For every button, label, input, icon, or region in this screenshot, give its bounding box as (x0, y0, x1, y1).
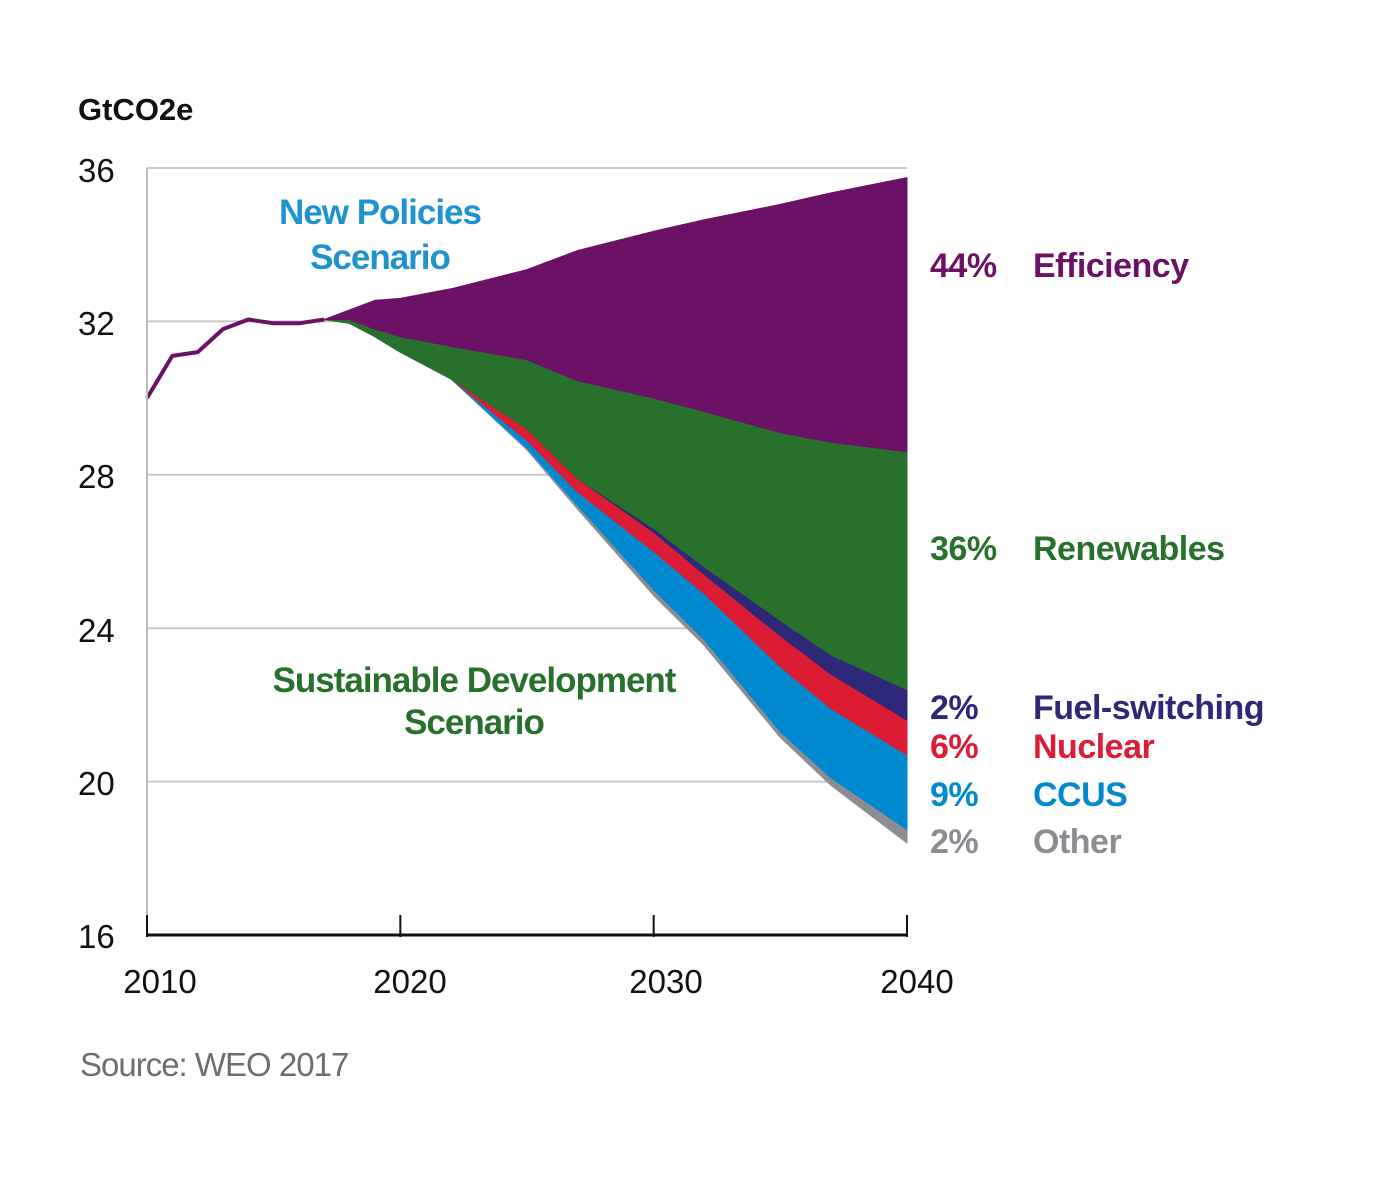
x-tick-2010: 2010 (123, 963, 196, 1000)
sustainable-development-annotation: Sustainable Development Scenario (273, 661, 678, 742)
ccus-share: 9% (930, 776, 978, 814)
y-tick-32: 32 (78, 305, 115, 342)
wedge-areas (323, 177, 908, 844)
historical-emissions-line (145, 317, 325, 400)
sds-label-line1: Sustainable Development (273, 661, 677, 700)
new-policies-annotation: New Policies Scenario (279, 193, 483, 277)
y-tick-28: 28 (78, 458, 115, 495)
nuclear-share: 6% (930, 728, 978, 766)
y-tick-36: 36 (78, 152, 115, 189)
wedge-labels: 44% Efficiency 36% Renewables 2% Fuel-sw… (930, 247, 1265, 861)
ccus-label: CCUS (1033, 776, 1127, 814)
source-note: Source: WEO 2017 (80, 1046, 348, 1083)
x-tick-2030: 2030 (629, 963, 702, 1000)
x-tick-labels: 2010 2020 2030 2040 (123, 963, 953, 1000)
historical-line-group (145, 317, 325, 400)
new-policies-label-line1: New Policies (279, 193, 482, 232)
y-tick-24: 24 (78, 612, 115, 649)
efficiency-share: 44% (930, 247, 997, 285)
wedge-efficiency (323, 177, 908, 453)
y-axis-unit: GtCO2e (78, 92, 193, 127)
other-label: Other (1033, 823, 1121, 861)
x-tick-2020: 2020 (373, 963, 446, 1000)
new-policies-label-line2: Scenario (310, 238, 450, 277)
efficiency-label: Efficiency (1033, 247, 1189, 285)
y-tick-16: 16 (78, 918, 115, 955)
other-share: 2% (930, 823, 978, 861)
y-tick-20: 20 (78, 765, 115, 802)
axes (146, 168, 908, 937)
renewables-share: 36% (930, 530, 997, 568)
nuclear-label: Nuclear (1033, 728, 1154, 766)
fuel-switching-label: Fuel-switching (1033, 689, 1264, 727)
y-tick-labels: 36 32 28 24 20 16 (78, 152, 115, 955)
renewables-label: Renewables (1033, 530, 1225, 568)
x-tick-2040: 2040 (880, 963, 953, 1000)
fuel-switching-share: 2% (930, 689, 978, 727)
sds-label-line2: Scenario (404, 703, 544, 742)
